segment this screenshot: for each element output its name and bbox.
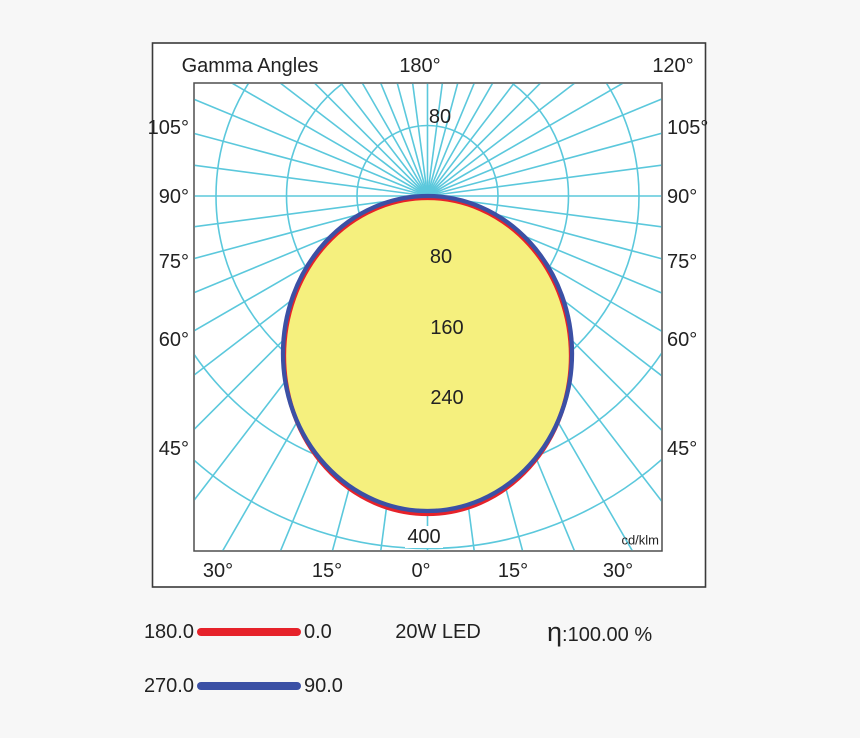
top-label-120: 120° [652,55,693,77]
legend-left-270: 270.0 [144,675,194,697]
legend-row-c90-c270: 270.0 90.0 [144,675,343,697]
gamma-label-left-75: 75° [159,251,189,273]
gamma-label-right-45: 45° [667,438,697,460]
efficiency-label: η:100.00 % [547,617,652,647]
gamma-label-right-90: 90° [667,186,697,208]
lamp-label: 20W LED [395,621,481,643]
gamma-label-right-60: 60° [667,329,697,351]
unit-label: cd/klm [621,533,659,548]
gamma-label-bottom-15r: 15° [498,560,528,582]
radial-label-160: 160 [430,317,463,339]
gamma-label-bottom-30l: 30° [203,560,233,582]
radial-label-240: 240 [430,387,463,409]
legend-right-0: 0.0 [304,621,332,643]
legend-left-180: 180.0 [144,621,194,643]
gamma-label-bottom-15l: 15° [312,560,342,582]
legend-right-90: 90.0 [304,675,343,697]
legend: 180.0 0.0 270.0 90.0 20W LED η:100.00 % [144,617,652,697]
gamma-label-left-60: 60° [159,329,189,351]
intensity-curves [283,196,572,514]
gamma-label-left-90: 90° [159,186,189,208]
chart-title: Gamma Angles [182,55,319,77]
gamma-label-left-45: 45° [159,438,189,460]
eta-symbol: η [547,617,562,647]
radial-label-400: 400 [407,526,440,548]
radial-label-80: 80 [430,246,452,268]
top-label-180: 180° [399,55,440,77]
eta-value: :100.00 % [562,624,652,646]
gamma-label-bottom-0: 0° [411,560,430,582]
gamma-label-bottom-30r: 30° [603,560,633,582]
legend-row-c0-c180: 180.0 0.0 [144,621,332,643]
gamma-label-right-75: 75° [667,251,697,273]
gamma-label-right-105: 105° [667,117,708,139]
gamma-label-left-105: 105° [148,117,189,139]
radial-label-80-top: 80 [429,106,451,128]
